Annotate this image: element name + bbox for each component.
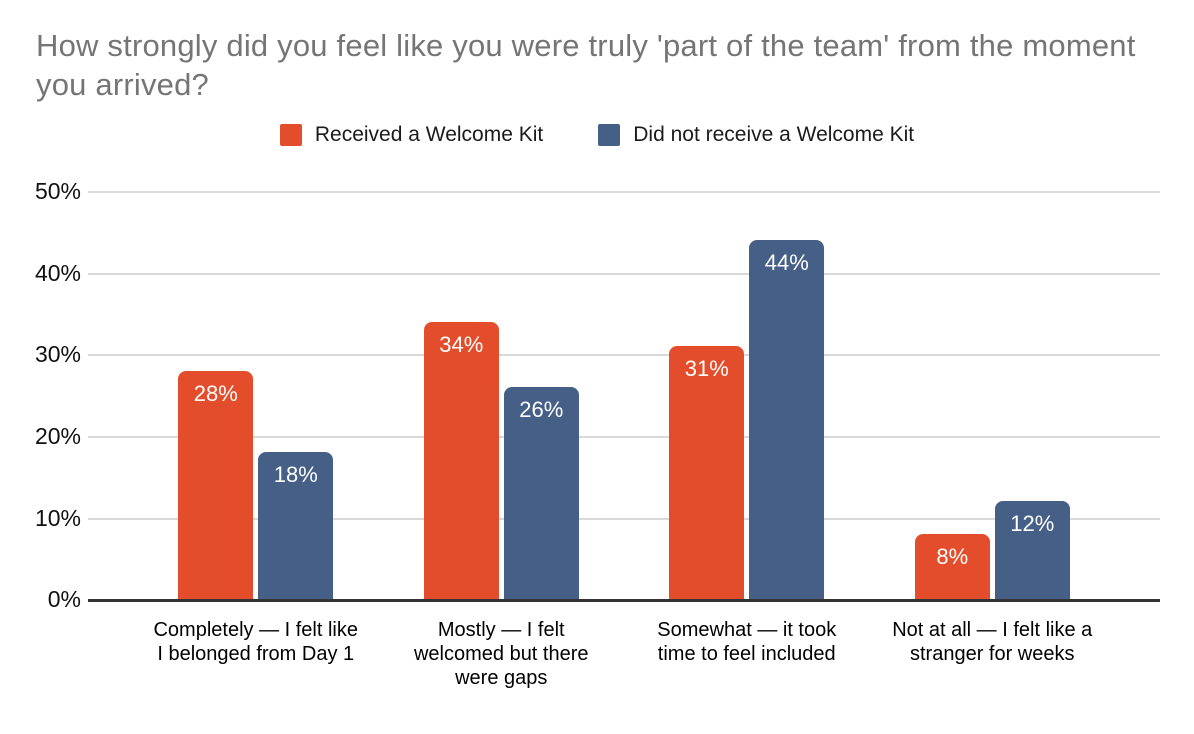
bar-value-label: 18% <box>273 462 318 488</box>
y-axis-tick-label: 20% <box>34 422 81 449</box>
x-axis-category-label: Not at all — I felt like a stranger for … <box>892 619 1093 666</box>
bar-series-not-received: 18% <box>258 452 334 600</box>
bar-group: 34% 26% <box>423 321 579 600</box>
bar-value-label: 34% <box>439 331 484 357</box>
bar-value-label: 44% <box>764 250 809 276</box>
plot-area: 28% 18% 34% 26% 31% 44% 8% 12% <box>88 188 1160 603</box>
y-axis-tick-label: 0% <box>47 586 81 613</box>
x-axis-line <box>88 599 1160 603</box>
y-axis-tick-label: 40% <box>34 259 81 286</box>
bar-value-label: 28% <box>193 380 238 406</box>
x-axis-category: Mostly — I felt welcomed but there were … <box>379 618 623 690</box>
legend-item: Received a Welcome Kit <box>279 123 544 147</box>
legend: Received a Welcome Kit Did not receive a … <box>0 122 1194 148</box>
legend-label: Did not receive a Welcome Kit <box>633 123 915 147</box>
bar-series-not-received: 44% <box>749 240 825 600</box>
x-axis-category-label: Completely — I felt like I belonged from… <box>153 619 358 666</box>
x-axis-category: Somewhat — it took time to feel included <box>625 618 869 690</box>
bar-value-label: 26% <box>519 396 564 422</box>
bar-value-label: 31% <box>684 356 729 382</box>
bar-series-not-received: 26% <box>503 386 579 600</box>
x-axis-category: Not at all — I felt like a stranger for … <box>870 618 1114 690</box>
x-axis-category: Completely — I felt like I belonged from… <box>134 618 378 690</box>
y-axis: 0% 10% 20% 30% 40% 50% <box>0 178 88 612</box>
x-axis-spacer <box>0 602 88 690</box>
bar-series-received: 31% <box>669 346 745 600</box>
gridline <box>88 191 1160 194</box>
gridline <box>88 354 1160 357</box>
bar-value-label: 12% <box>1010 511 1055 537</box>
gridline <box>88 435 1160 438</box>
bar-series-not-received: 12% <box>994 501 1070 600</box>
bar-group: 31% 44% <box>669 240 825 600</box>
chart-area: 0% 10% 20% 30% 40% 50% 28% 18% 34% 26% 31% 44% 8% 12… <box>0 178 1160 612</box>
x-axis-labels: Completely — I felt like I belonged from… <box>88 618 1160 690</box>
x-axis-category-label: Somewhat — it took time to feel included <box>657 619 837 666</box>
bar-group: 28% 18% <box>178 370 334 600</box>
legend-item: Did not receive a Welcome Kit <box>598 123 914 147</box>
legend-label: Received a Welcome Kit <box>314 123 544 147</box>
bar-series-received: 28% <box>178 370 254 600</box>
bar-group: 8% 12% <box>914 501 1070 600</box>
bar-groups: 28% 18% 34% 26% 31% 44% 8% 12% <box>88 188 1160 600</box>
legend-swatch-icon <box>279 124 302 147</box>
y-axis-tick-label: 30% <box>34 341 81 368</box>
chart-title: How strongly did you feel like you were … <box>36 28 1136 103</box>
gridline <box>88 517 1160 520</box>
x-axis-category-label: Mostly — I felt welcomed but there were … <box>413 619 589 690</box>
bar-series-received: 8% <box>914 533 990 600</box>
bar-value-label: 8% <box>936 543 969 569</box>
gridline <box>88 272 1160 275</box>
legend-swatch-icon <box>598 124 621 147</box>
y-axis-tick-label: 10% <box>34 504 81 531</box>
bar-series-received: 34% <box>423 321 499 600</box>
y-axis-tick-label: 50% <box>34 178 81 205</box>
x-axis: Completely — I felt like I belonged from… <box>0 602 1160 690</box>
